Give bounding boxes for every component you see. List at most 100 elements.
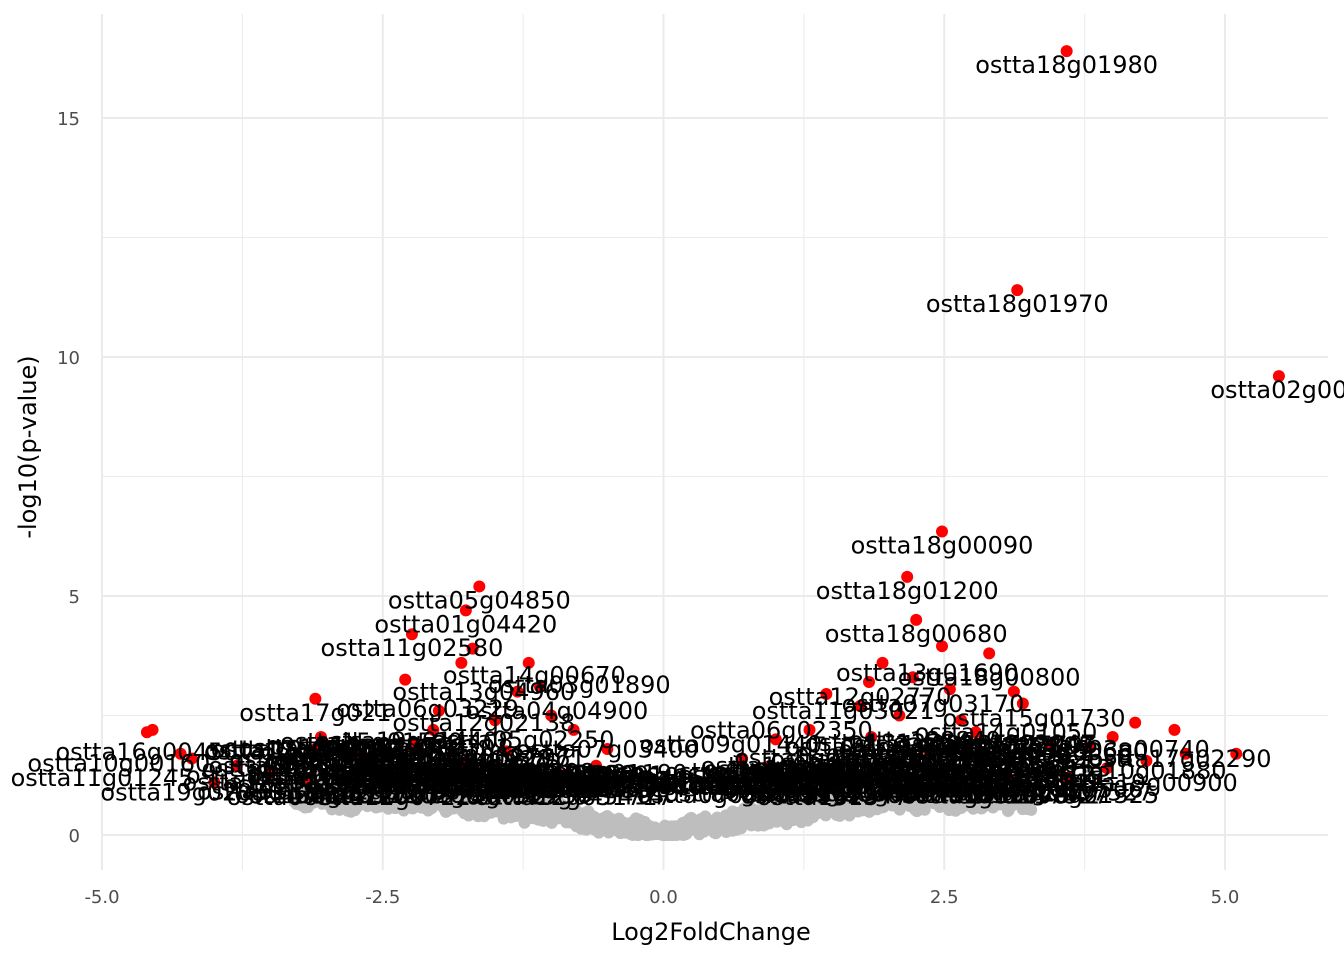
gene-label: ostta1g0255784: [887, 781, 1085, 809]
non-significant-point: [399, 798, 412, 811]
gene-label: ostta20g01560: [437, 774, 620, 802]
gene-label: ostta1g0257087: [827, 773, 1025, 801]
significant-point: [264, 766, 277, 779]
non-significant-point: [766, 800, 779, 813]
gene-label: ostta1g0262781: [828, 766, 1026, 794]
non-significant-point: [379, 798, 392, 811]
gene-label: ostta19g012266: [223, 770, 421, 798]
gene-label: ostta029092: [519, 766, 671, 794]
non-significant-points: [288, 768, 1038, 841]
non-significant-point: [894, 776, 907, 789]
gene-label: ostta12g051944: [487, 767, 685, 795]
gene-label: ostta142589: [753, 754, 905, 782]
gene-label: ostta0g0063073: [645, 772, 843, 800]
significant-point: [314, 731, 327, 744]
gene-label: ostta12g038677: [478, 769, 676, 797]
significant-point: [376, 766, 389, 779]
gene-label: ostta0g0082056: [688, 771, 886, 799]
gene-label: ostta12g051717: [475, 783, 673, 811]
non-significant-point: [493, 805, 506, 818]
gene-label: ostta05g00680: [965, 738, 1148, 766]
non-significant-point: [521, 810, 534, 823]
non-significant-point: [952, 778, 965, 791]
gene-label: ostta02g03770: [673, 759, 856, 787]
gene-label: ostta112305: [941, 732, 1093, 760]
gene-label: ostta19g087091: [211, 735, 409, 763]
significant-point: [459, 604, 472, 617]
gene-label: ostta04g01190: [505, 759, 688, 787]
non-significant-point: [542, 813, 555, 826]
gene-label: ostta12g040928: [353, 745, 551, 773]
gene-label: ostta1g0215264: [896, 751, 1094, 779]
gene-label: ostta1g0207942: [902, 781, 1100, 809]
non-significant-point: [780, 806, 793, 819]
significant-point: [977, 754, 990, 767]
significant-point: [500, 745, 513, 758]
gene-label: ostta1g0200171: [872, 749, 1070, 777]
gene-label: ostta008241: [309, 744, 461, 772]
significant-point: [893, 709, 906, 722]
gene-label: ostta13g01690: [836, 659, 1019, 687]
gene-label: ostta0g0062858: [935, 743, 1133, 771]
non-significant-point: [429, 778, 442, 791]
gene-label: ostta052707: [419, 744, 571, 772]
gene-label: ostta188849: [849, 726, 1001, 754]
gene-label: ostta18g00090: [851, 531, 1034, 559]
gene-label: ostta0g0081603: [770, 746, 968, 774]
gene-label: ostta19g036975: [439, 765, 637, 793]
gene-label: ostta117927: [957, 782, 1109, 810]
gene-label: ostta12g002264: [348, 759, 546, 787]
y-tick-label: 10: [57, 348, 80, 369]
significant-point: [876, 656, 889, 669]
gene-label: ostta131566: [911, 774, 1063, 802]
significant-point: [1101, 762, 1114, 775]
non-significant-point: [875, 793, 888, 806]
non-significant-point: [700, 815, 713, 828]
gene-label: ostta19g056945: [351, 773, 549, 801]
non-significant-point: [603, 822, 616, 835]
gene-label: ostta12g045497: [334, 760, 532, 788]
non-significant-point: [995, 798, 1008, 811]
non-significant-point: [395, 776, 408, 789]
gene-label: ostta086692: [208, 752, 360, 780]
gene-label: ostta151289: [707, 773, 859, 801]
significant-point: [901, 570, 914, 583]
non-significant-point: [963, 771, 976, 784]
x-tick-label: -5.0: [84, 887, 119, 908]
gene-label: ostta20g00950: [830, 755, 1013, 783]
significant-point: [230, 759, 243, 772]
gene-label: ostta0g0079125: [891, 736, 1089, 764]
non-significant-point: [839, 802, 852, 815]
non-significant-point: [508, 802, 521, 815]
gene-label: ostta17g02290: [1089, 745, 1272, 773]
gene-label: ostta039888: [391, 761, 543, 789]
non-significant-point: [815, 787, 828, 800]
gene-label: ostta1g0248633: [713, 758, 911, 786]
non-significant-point: [955, 798, 968, 811]
significant-point: [936, 640, 949, 653]
non-significant-point: [939, 777, 952, 790]
significant-point: [477, 774, 490, 787]
non-significant-point: [314, 794, 327, 807]
gene-label: ostta03g01890: [488, 671, 671, 699]
gene-label: ostta16g00450: [55, 738, 238, 766]
non-significant-point: [380, 785, 393, 798]
non-significant-point: [583, 819, 596, 832]
gene-label: ostta18g01970: [926, 290, 1109, 318]
non-significant-point: [347, 777, 360, 790]
gene-label: ostta16g02830: [785, 733, 968, 761]
gene-label: ostta0g0057960: [734, 744, 932, 772]
significant-point: [455, 656, 468, 669]
significant-point: [882, 776, 895, 789]
non-significant-point: [911, 779, 924, 792]
gene-label: ostta040454: [249, 759, 401, 787]
gene-label: ostta116062: [678, 761, 830, 789]
gene-label: ostta1g0282810: [898, 775, 1096, 803]
significant-point: [1230, 747, 1243, 760]
non-significant-point: [478, 810, 491, 823]
non-significant-point: [824, 788, 837, 801]
non-significant-point: [928, 796, 941, 809]
gene-label: ostta18g01200: [816, 577, 999, 605]
significant-point: [865, 731, 878, 744]
